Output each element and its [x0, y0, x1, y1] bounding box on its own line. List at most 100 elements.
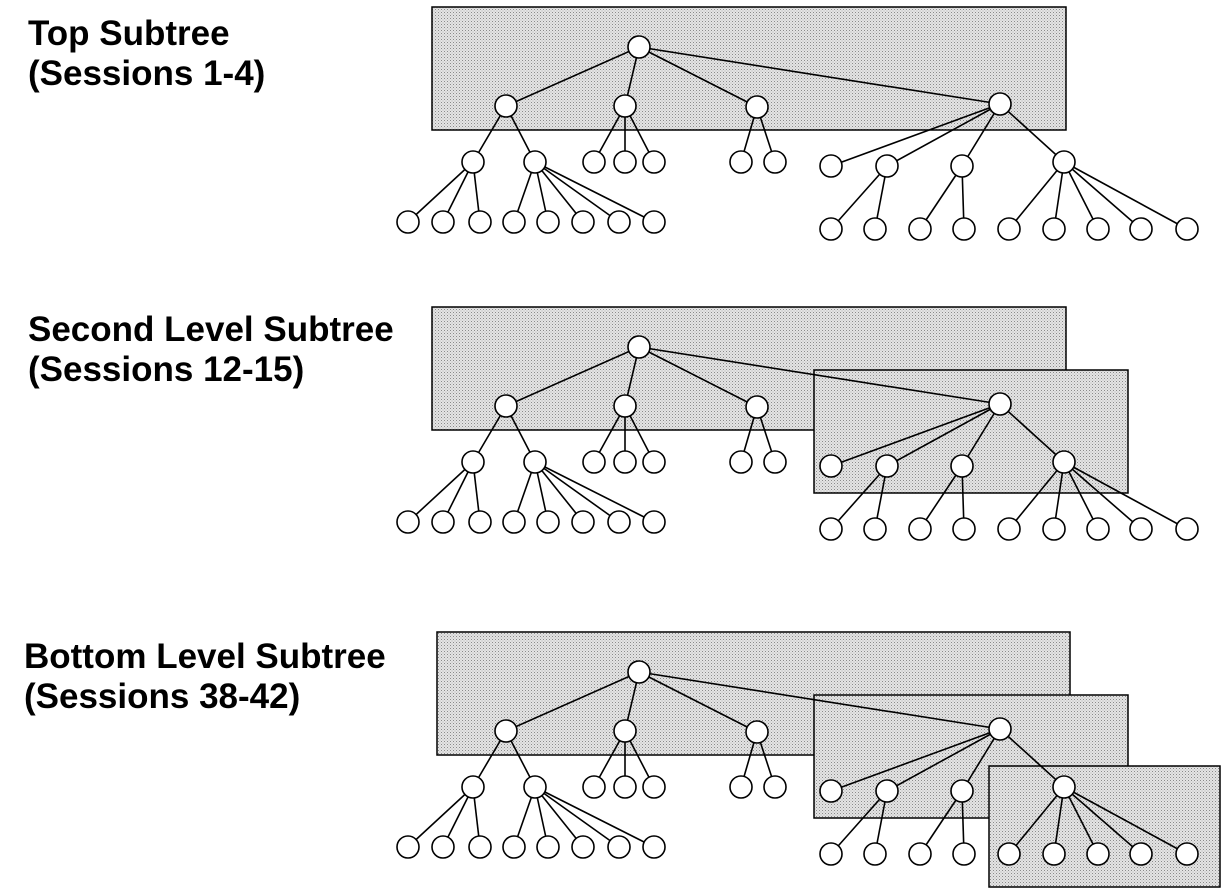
tree-node — [1175, 517, 1199, 541]
tree-node — [988, 717, 1012, 741]
tree-edge — [638, 46, 1001, 105]
panel-3-subtitle: (Sessions 38-42) — [24, 677, 301, 716]
tree-node — [988, 392, 1012, 416]
tree-edge — [1008, 461, 1065, 530]
tree-node — [863, 517, 887, 541]
tree-node — [997, 517, 1021, 541]
panel-1-tree — [396, 6, 1199, 241]
tree-node — [1086, 842, 1110, 866]
tree-node — [536, 510, 560, 534]
tree-node — [745, 395, 769, 419]
tree-node — [1042, 517, 1066, 541]
subtree-highlight-box — [988, 765, 1221, 888]
tree-edge — [1063, 161, 1188, 230]
tree-edge — [999, 728, 1065, 788]
tree-node — [536, 210, 560, 234]
tree-edge — [1008, 786, 1065, 855]
tree-node — [1129, 517, 1153, 541]
tree-edge — [505, 46, 640, 107]
tree-edge — [638, 671, 1001, 730]
tree-edge — [534, 461, 655, 523]
tree-edge — [534, 161, 620, 223]
tree-node — [1052, 150, 1076, 174]
tree-node — [571, 210, 595, 234]
tree-edge — [1063, 161, 1099, 230]
tree-edge — [1063, 161, 1142, 230]
tree-edge — [919, 165, 963, 230]
tree-node — [642, 210, 666, 234]
tree-node — [908, 842, 932, 866]
tree-node — [607, 210, 631, 234]
tree-node — [431, 835, 455, 859]
tree-node — [642, 150, 666, 174]
tree-node — [875, 454, 899, 478]
tree-node — [1042, 842, 1066, 866]
tree-node — [763, 775, 787, 799]
tree-edge — [961, 728, 1001, 792]
tree-edge — [407, 461, 474, 523]
tree-node — [494, 394, 518, 418]
tree-edge — [961, 403, 1001, 467]
tree-edge — [534, 786, 584, 848]
tree-node — [582, 775, 606, 799]
tree-node — [461, 150, 485, 174]
tree-edge — [886, 728, 1001, 792]
subtree-highlight-box — [813, 369, 1129, 494]
tree-node — [863, 842, 887, 866]
tree-node — [613, 394, 637, 418]
tree-node — [502, 210, 526, 234]
tree-node — [431, 210, 455, 234]
tree-node — [642, 510, 666, 534]
panel-1-subtitle: (Sessions 1-4) — [28, 54, 266, 93]
panel-1-title: Top Subtree — [28, 14, 230, 53]
tree-node — [461, 450, 485, 474]
tree-node — [908, 517, 932, 541]
tree-node — [642, 835, 666, 859]
tree-edge — [830, 465, 888, 530]
tree-edge — [638, 346, 758, 408]
tree-node — [613, 150, 637, 174]
tree-node — [950, 154, 974, 178]
tree-edge — [1063, 461, 1188, 530]
tree-node — [729, 775, 753, 799]
tree-node — [468, 835, 492, 859]
tree-node — [745, 95, 769, 119]
tree-node — [571, 835, 595, 859]
tree-node — [875, 154, 899, 178]
tree-node — [1086, 517, 1110, 541]
panel-3-tree — [396, 631, 1221, 888]
tree-node — [819, 154, 843, 178]
tree-node — [607, 510, 631, 534]
tree-node — [950, 454, 974, 478]
tree-node — [396, 210, 420, 234]
tree-node — [875, 779, 899, 803]
tree-edge — [886, 103, 1001, 167]
tree-node — [523, 150, 547, 174]
tree-node — [431, 510, 455, 534]
panel-2-title: Second Level Subtree — [28, 310, 394, 349]
tree-node — [1052, 450, 1076, 474]
root-node — [627, 335, 651, 359]
tree-node — [1052, 775, 1076, 799]
panel-3-title: Bottom Level Subtree — [24, 637, 386, 676]
tree-node — [607, 835, 631, 859]
tree-node — [468, 210, 492, 234]
tree-node — [582, 150, 606, 174]
tree-edge — [1063, 461, 1142, 530]
tree-node — [494, 94, 518, 118]
tree-edge — [919, 790, 963, 855]
tree-node — [952, 517, 976, 541]
tree-edge — [999, 103, 1065, 163]
tree-node — [819, 779, 843, 803]
tree-node — [745, 720, 769, 744]
tree-node — [536, 835, 560, 859]
panel-2-subtitle: (Sessions 12-15) — [28, 350, 305, 389]
root-node — [627, 35, 651, 59]
tree-node — [1086, 217, 1110, 241]
tree-node — [523, 450, 547, 474]
tree-node — [1129, 217, 1153, 241]
tree-node — [819, 842, 843, 866]
tree-node — [988, 92, 1012, 116]
tree-node — [642, 450, 666, 474]
